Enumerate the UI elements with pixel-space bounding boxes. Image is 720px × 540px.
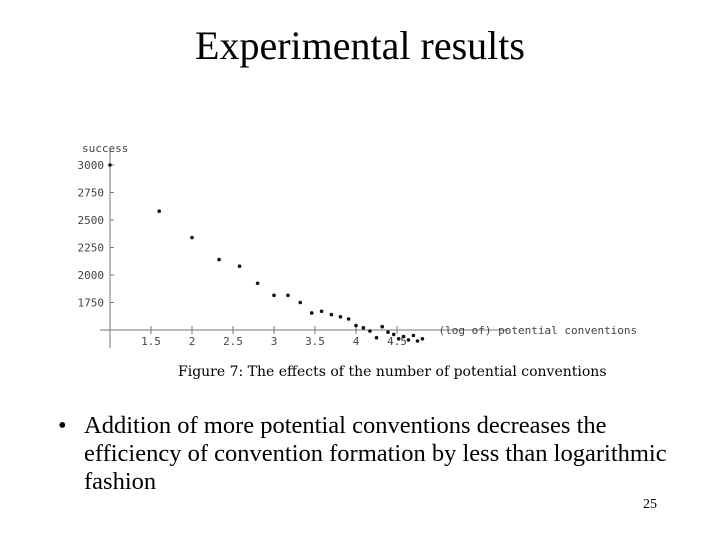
data-point [361,326,366,330]
data-point [396,337,401,341]
x-tick-label: 3.5 [305,335,325,348]
x-tick-label: 3 [271,335,278,348]
data-point [298,300,303,305]
y-axis-label: success [82,142,128,155]
data-point [255,281,260,286]
data-point [157,209,161,213]
data-point [406,338,411,342]
data-point [374,335,379,340]
data-point [319,309,324,314]
data-point [380,324,385,329]
y-tick-label: 2750 [78,187,105,200]
y-tick-label: 3000 [78,159,105,172]
data-point [386,330,390,334]
x-tick-label: 4.5 [387,335,407,348]
x-tick-label: 4 [353,335,360,348]
data-point [309,311,314,315]
scatter-chart: 1750 2000 2250 2500 2750 3000 1.5 2 2.5 3 3.5 4 4.5 s… [60,138,660,360]
data-point [217,257,221,262]
chart-svg: 1750 2000 2250 2500 2750 3000 1.5 2 2.5 3 3.5 4 4.5 s… [78,142,638,348]
page-number: 25 [643,497,657,512]
x-tick-label: 1.5 [141,335,161,348]
bullet-text: Addition of more potential conventions d… [84,412,667,495]
data-point [415,339,420,343]
data-point [190,235,194,240]
figure-caption: Figure 7: The effects of the number of p… [178,364,607,380]
y-tick-label: 2000 [78,269,105,282]
data-point [401,334,406,339]
x-axis-label: (log of) potential conventions [439,324,638,337]
data-point [391,332,396,337]
data-point [354,323,358,328]
data-point [272,293,276,298]
slide-title: Experimental results [195,23,525,68]
bullet-item: • Addition of more potential conventions… [58,412,668,496]
data-point [346,317,351,321]
y-tick-label: 2500 [78,214,105,227]
y-tick-label: 2250 [78,242,105,255]
data-point [338,315,343,319]
bullet-dot: • [58,412,67,439]
data-point [411,333,416,338]
x-tick-label: 2 [189,335,196,348]
data-point [368,329,372,333]
data-point [237,264,242,268]
data-point [329,312,334,317]
y-tick-label: 1750 [78,297,105,310]
data-point [420,337,425,341]
x-tick-label: 2.5 [223,335,243,348]
data-point [108,163,112,167]
data-point [286,293,290,298]
